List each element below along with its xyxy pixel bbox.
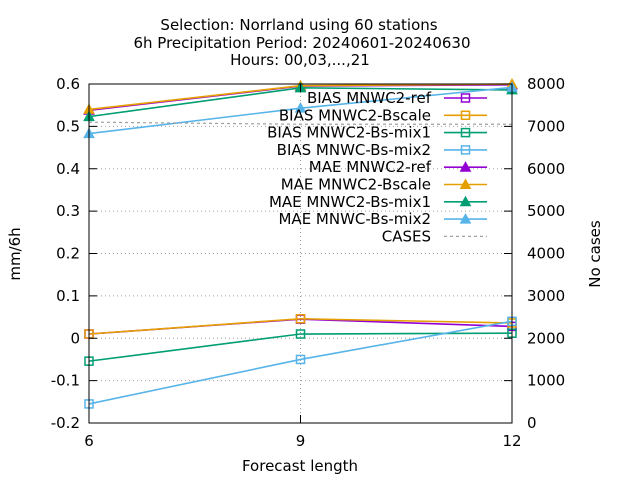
title-line-2: 6h Precipitation Period: 20240601-202406… <box>133 34 470 52</box>
legend-entry: MAE MNWC2-Bscale <box>281 176 487 194</box>
data-point <box>294 102 307 113</box>
legend-entry: BIAS MNWC2-Bs-mix1 <box>267 124 487 142</box>
y2-tick-label: 5000 <box>527 202 565 220</box>
chart-title: Selection: Norrland using 60 stations 6h… <box>133 16 470 69</box>
y-tick-label: 0.5 <box>56 117 80 135</box>
y-tick-label: -0.1 <box>51 372 80 390</box>
title-line-3: Hours: 00,03,...,21 <box>230 51 370 69</box>
legend-label: BIAS MNWC2-Bscale <box>279 106 431 124</box>
x-tick-label: 9 <box>296 432 306 450</box>
data-point <box>295 354 306 365</box>
legend-label: MAE MNWC2-Bs-mix1 <box>269 193 431 211</box>
y-tick-label: 0 <box>70 329 80 347</box>
series-8 <box>88 121 512 125</box>
legend-entry: BIAS MNWC-Bs-mix2 <box>277 141 487 159</box>
y-axis-label: mm/6h <box>6 227 24 280</box>
legend-label: BIAS MNWC2-Bs-mix1 <box>267 124 431 142</box>
legend-entry: MAE MNWC-Bs-mix2 <box>278 210 487 228</box>
y-tick-label: 0.2 <box>56 245 80 263</box>
legend-label: BIAS MNWC2-ref <box>307 89 432 107</box>
y2-tick-label: 8000 <box>527 75 565 93</box>
y2-tick-label: 4000 <box>527 245 565 263</box>
data-point <box>295 314 306 324</box>
y-tick-label: -0.2 <box>51 414 80 432</box>
title-line-1: Selection: Norrland using 60 stations <box>160 16 437 34</box>
series-line <box>88 320 513 405</box>
legend-entry: BIAS MNWC2-ref <box>307 89 487 107</box>
legend-entry: MAE MNWC2-ref <box>309 158 487 176</box>
series-line <box>88 121 512 125</box>
y-tick-label: 0.1 <box>56 287 80 305</box>
grid <box>89 84 512 423</box>
legend-entry: MAE MNWC2-Bs-mix1 <box>269 193 487 211</box>
legend-marker <box>460 145 471 155</box>
legend-label: MAE MNWC2-Bscale <box>281 176 431 194</box>
legend-label: MAE MNWC-Bs-mix2 <box>278 210 431 228</box>
y2-tick-label: 1000 <box>527 372 565 390</box>
y2-tick-label: 6000 <box>527 160 565 178</box>
x-axis-label: Forecast length <box>242 457 358 475</box>
y2-tick-label: 0 <box>527 414 537 432</box>
legend-marker <box>459 178 472 189</box>
y-tick-label: 0.6 <box>56 75 80 93</box>
y2-tick-label: 7000 <box>527 117 565 135</box>
legend-label: MAE MNWC2-ref <box>309 158 432 176</box>
legend-marker <box>459 195 472 207</box>
x-tick-label: 6 <box>84 432 94 450</box>
y2-tick-label: 3000 <box>527 287 565 305</box>
series-line <box>88 317 513 335</box>
legend-label: BIAS MNWC-Bs-mix2 <box>277 141 431 159</box>
x-tick-label: 12 <box>502 432 521 450</box>
legend-entry: CASES <box>382 227 487 245</box>
y-tick-label: 0.3 <box>56 202 80 220</box>
legend-entry: BIAS MNWC2-Bscale <box>279 106 487 124</box>
y-tick-label: 0.4 <box>56 160 80 178</box>
legend-label: CASES <box>382 227 431 245</box>
legend-marker <box>459 161 472 172</box>
legend-marker <box>459 213 472 224</box>
y2-axis-label: No cases <box>586 220 604 288</box>
legend-marker <box>460 110 471 121</box>
series-3 <box>84 316 517 409</box>
legend-marker <box>460 127 471 138</box>
data-point <box>295 329 306 339</box>
axes: -0.2 -0.1 0 0.1 0.2 0.3 0.4 0.5 0.6 0 1000 2000 3000… <box>51 75 565 450</box>
y2-tick-label: 2000 <box>527 329 565 347</box>
legend-marker <box>460 93 471 103</box>
